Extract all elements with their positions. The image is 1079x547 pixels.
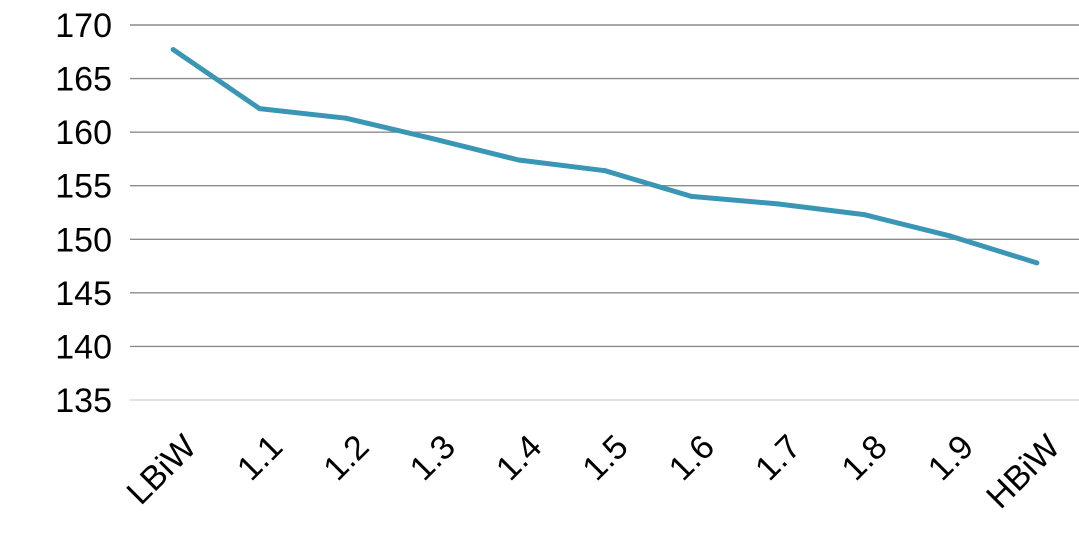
data-point-1.5 [602, 168, 608, 174]
y-tick-label: 145 [55, 275, 112, 313]
data-point-1.6 [688, 193, 694, 199]
data-point-1.4 [516, 157, 522, 163]
x-tick-label: 1.6 [662, 428, 722, 488]
y-tick-label: 165 [55, 61, 112, 99]
y-axis-tick-labels: 135 140 145 150 155 160 165 170 [55, 7, 112, 420]
data-point-1.9 [947, 233, 953, 239]
y-tick-label: 135 [55, 382, 112, 420]
data-point-HBiW [1034, 260, 1040, 266]
y-tick-label: 140 [55, 328, 112, 366]
x-tick-label: LBiW [119, 428, 203, 512]
data-point-1.3 [429, 136, 435, 142]
x-tick-label: 1.9 [921, 428, 981, 488]
gridlines [130, 24, 1079, 401]
x-tick-label: 1.1 [230, 428, 290, 488]
y-tick-label: 170 [55, 7, 112, 45]
y-tick-label: 155 [55, 168, 112, 206]
data-point-1.8 [861, 212, 867, 218]
data-point-LBiW [170, 47, 176, 53]
x-tick-label: 1.4 [489, 428, 549, 488]
x-tick-label: HBiW [979, 428, 1067, 516]
data-point-1.7 [775, 201, 781, 207]
x-tick-label: 1.8 [834, 428, 894, 488]
x-tick-label: 1.5 [575, 428, 635, 488]
x-tick-label: 1.3 [403, 428, 463, 488]
data-point-1.1 [257, 106, 263, 112]
series-line-0 [170, 47, 1040, 266]
series-lines [170, 47, 1040, 266]
x-tick-label: 1.2 [316, 428, 376, 488]
y-tick-label: 150 [55, 221, 112, 259]
x-tick-label: 1.7 [748, 428, 808, 488]
y-tick-label: 160 [55, 114, 112, 152]
data-point-1.2 [343, 115, 349, 121]
